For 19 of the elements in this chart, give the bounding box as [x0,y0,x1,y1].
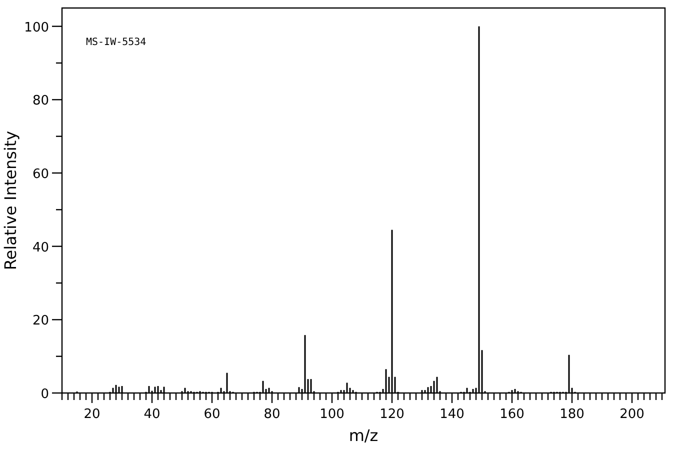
y-tick-label: 40 [32,240,49,256]
x-tick-label: 20 [84,407,100,422]
x-tick-label: 60 [204,407,220,422]
y-tick-label: 20 [32,314,49,329]
y-tick-label: 60 [32,167,49,182]
x-tick-label: 180 [560,407,584,422]
x-tick-label: 160 [500,407,524,422]
annotation: MS-IW-5534 [86,37,146,48]
x-tick-label: 80 [264,407,280,422]
y-axis-title: Relative Intensity [1,130,20,270]
x-tick-label: 40 [144,407,160,422]
y-tick-label: 80 [32,94,49,109]
y-tick-label: 100 [24,20,49,36]
x-tick-label: 140 [440,407,464,422]
x-tick-label: 200 [620,407,644,422]
y-tick-label: 0 [40,387,49,402]
x-tick-label: 100 [320,407,344,422]
x-tick-label: 120 [380,407,404,422]
x-axis-title: m/z [348,426,378,445]
